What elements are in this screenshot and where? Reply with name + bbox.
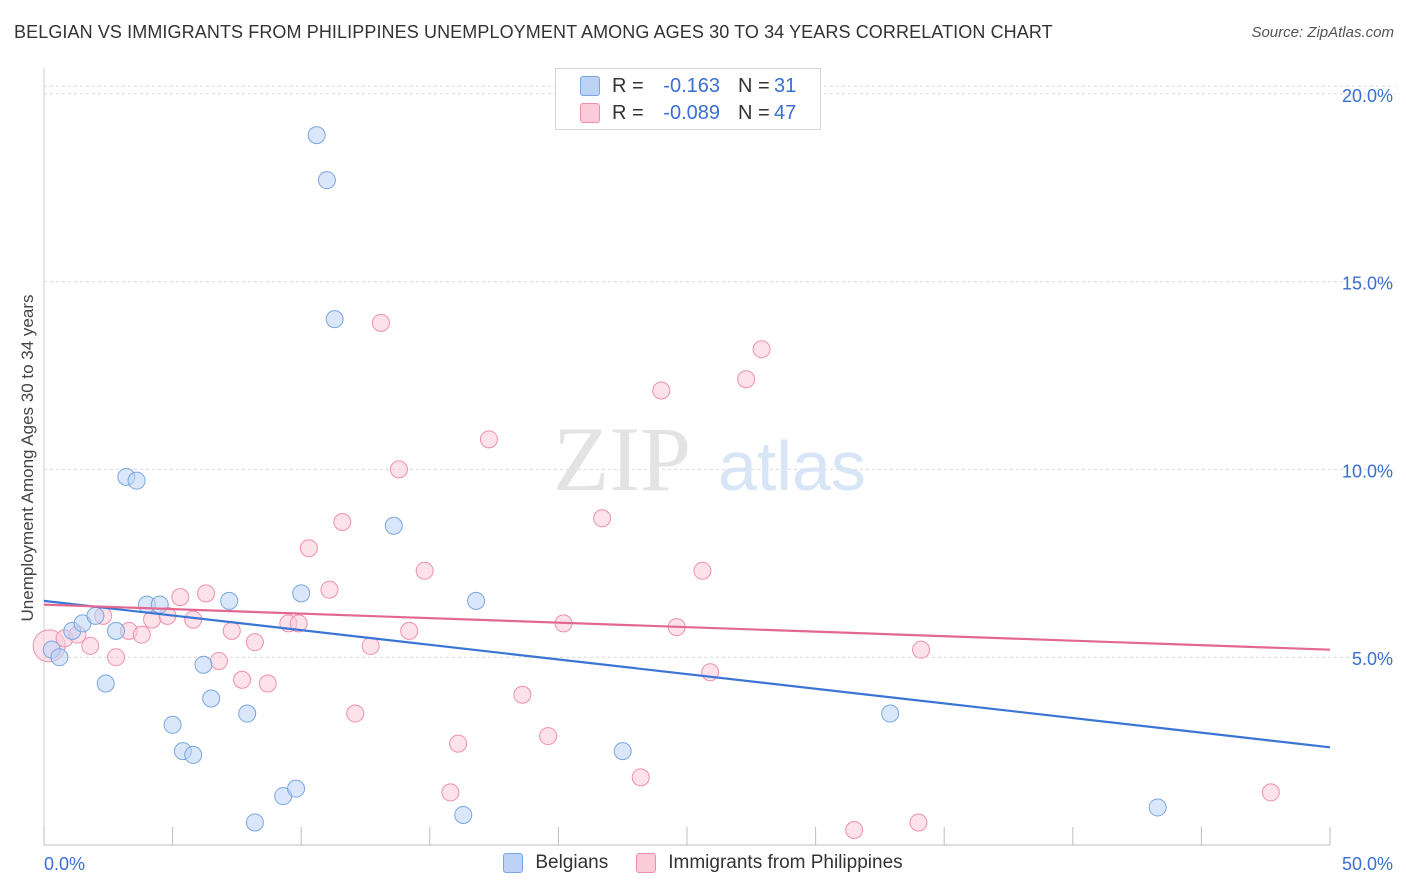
belgians-point — [613, 742, 632, 761]
philippines-point — [631, 768, 650, 787]
philippines-swatch — [580, 103, 600, 123]
philippines-point — [693, 561, 712, 580]
philippines-point — [539, 727, 558, 746]
n-label: N = — [738, 74, 770, 97]
y-tick-label: 15.0% — [1342, 274, 1393, 294]
legend-item-philippines[interactable]: Immigrants from Philippines — [636, 852, 903, 874]
legend-row-philippines: R = -0.089 N = 47 — [580, 100, 804, 126]
watermark: ZIP atlas — [553, 408, 866, 510]
y-tick-label: 10.0% — [1342, 461, 1393, 481]
axes — [43, 68, 1331, 846]
philippines-point — [479, 430, 498, 449]
belgians-point — [287, 779, 306, 798]
series-legend: Belgians Immigrants from Philippines — [0, 852, 1406, 874]
belgians-trend-line — [43, 599, 1331, 749]
philippines-point — [909, 813, 928, 832]
belgians-point — [194, 655, 213, 674]
n-label: N = — [738, 101, 770, 124]
philippines-point — [289, 614, 308, 633]
belgians-point — [184, 745, 203, 764]
philippines-point — [299, 539, 318, 558]
philippines-point — [320, 580, 339, 599]
philippines-point — [209, 651, 228, 670]
belgians-point — [220, 591, 239, 610]
belgians-point — [384, 516, 403, 535]
philippines-point — [593, 509, 612, 528]
series-philippines-points — [32, 313, 1280, 839]
philippines-point — [197, 584, 216, 603]
tick-labels: 5.0% 10.0% 15.0% 20.0% 0.0% 50.0% — [44, 86, 1393, 874]
source-credit: Source: ZipAtlas.com — [1251, 24, 1394, 41]
philippines-point — [737, 370, 756, 389]
philippines-point — [1261, 783, 1280, 802]
belgians-point — [454, 805, 473, 824]
belgians-point — [1148, 798, 1167, 817]
philippines-point — [346, 704, 365, 723]
belgians-point — [238, 704, 257, 723]
r-value-belgians: -0.163 — [663, 74, 720, 97]
philippines-point — [81, 636, 100, 655]
belgians-swatch — [580, 76, 600, 96]
philippines-point — [400, 621, 419, 640]
legend-label-belgians: Belgians — [535, 852, 609, 873]
philippines-trend-line — [43, 603, 1331, 651]
philippines-point — [333, 512, 352, 531]
x-tick-label-max: 50.0% — [1342, 854, 1393, 874]
philippines-point — [441, 783, 460, 802]
n-value-philippines: 47 — [774, 101, 797, 124]
philippines-point — [845, 820, 864, 839]
philippines-point — [132, 625, 151, 644]
philippines-point — [513, 685, 532, 704]
r-label: R = — [612, 101, 644, 124]
legend-row-belgians: R = -0.163 N = 31 — [580, 73, 804, 99]
trend-lines — [43, 599, 1331, 749]
belgians-point — [325, 310, 344, 329]
belgians-point — [307, 126, 326, 145]
belgians-point — [50, 648, 69, 667]
belgians-point — [96, 674, 115, 693]
belgians-swatch — [503, 853, 524, 873]
belgians-point — [202, 689, 221, 708]
watermark-zip: ZIP — [553, 408, 691, 510]
philippines-point — [652, 381, 671, 400]
philippines-point — [107, 648, 126, 667]
belgians-point — [467, 591, 486, 610]
legend-label-philippines: Immigrants from Philippines — [668, 852, 903, 873]
r-label: R = — [612, 74, 644, 97]
y-tick-label: 20.0% — [1342, 86, 1393, 106]
belgians-point — [107, 621, 126, 640]
philippines-point — [171, 588, 190, 607]
philippines-point — [361, 636, 380, 655]
n-value-belgians: 31 — [774, 74, 797, 97]
belgians-point — [881, 704, 900, 723]
belgians-point — [86, 606, 105, 625]
philippines-point — [258, 674, 277, 693]
belgians-point — [163, 715, 182, 734]
y-tick-label: 5.0% — [1352, 649, 1393, 669]
philippines-point — [752, 340, 771, 359]
x-tick-label-min: 0.0% — [44, 854, 85, 874]
legend-item-belgians[interactable]: Belgians — [503, 852, 608, 874]
philippines-point — [245, 633, 264, 652]
correlation-legend: R = -0.163 N = 31 R = -0.089 N = 47 — [555, 68, 821, 130]
philippines-swatch — [636, 853, 657, 873]
r-value-philippines: -0.089 — [663, 101, 720, 124]
philippines-point — [389, 460, 408, 479]
philippines-point — [184, 610, 203, 629]
philippines-point — [912, 640, 931, 659]
belgians-point — [245, 813, 264, 832]
philippines-point — [371, 313, 390, 332]
belgians-point — [317, 171, 336, 190]
belgians-point — [292, 584, 311, 603]
chart-title: BELGIAN VS IMMIGRANTS FROM PHILIPPINES U… — [14, 22, 1053, 42]
belgians-point — [150, 595, 169, 614]
belgians-point — [127, 471, 146, 490]
grid-lines — [44, 85, 1395, 658]
philippines-point — [222, 621, 241, 640]
philippines-point — [233, 670, 252, 689]
philippines-point — [449, 734, 468, 753]
watermark-atlas: atlas — [718, 427, 866, 505]
philippines-point — [415, 561, 434, 580]
